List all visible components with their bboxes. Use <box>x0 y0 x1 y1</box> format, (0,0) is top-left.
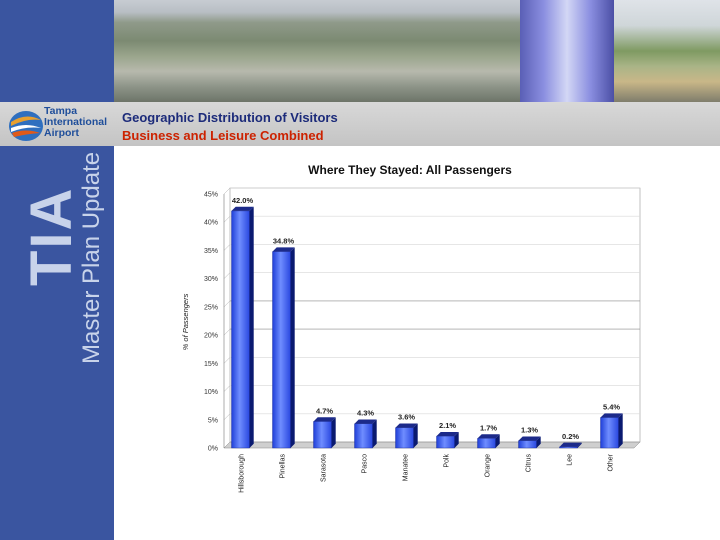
bar-side <box>331 417 336 448</box>
bar-side <box>372 419 377 448</box>
gridline-diag <box>223 300 231 308</box>
photo-banner <box>114 0 720 102</box>
data-label: 3.6% <box>398 413 415 422</box>
gridline-diag <box>223 187 231 195</box>
y-axis-label: % of Passengers <box>181 293 190 350</box>
data-label: 1.7% <box>480 423 497 432</box>
bar <box>354 423 373 449</box>
y-tick-label: 45% <box>204 192 218 199</box>
gridline-diag <box>223 328 231 336</box>
page-title: Geographic Distribution of Visitors <box>122 110 338 125</box>
sidebar-top-panel <box>0 0 114 102</box>
bar <box>518 440 537 449</box>
bar-side <box>290 247 295 448</box>
data-label: 0.2% <box>562 432 579 441</box>
x-tick-label: Polk <box>444 454 451 468</box>
y-tick-label: 40% <box>204 220 218 227</box>
x-tick-label: Citrus <box>526 454 533 473</box>
bar <box>231 210 250 449</box>
y-tick-label: 5% <box>208 417 218 424</box>
bar <box>395 427 414 449</box>
header-strip <box>0 102 720 146</box>
bar-top <box>395 423 418 428</box>
bar-side <box>495 434 500 448</box>
bar-top <box>436 431 459 437</box>
logo-swirl-icon <box>9 111 43 141</box>
logo-line: Airport <box>44 127 79 139</box>
bar-top <box>313 417 336 422</box>
y-tick-label: 20% <box>204 333 218 340</box>
x-tick-label: Hillsborough <box>239 454 246 493</box>
y-tick-label: 35% <box>204 248 218 255</box>
bar <box>477 438 496 449</box>
data-label: 1.3% <box>521 426 538 435</box>
bar-top <box>518 436 541 441</box>
bar <box>313 421 332 449</box>
bar-side <box>413 423 418 448</box>
data-label: 2.1% <box>439 421 456 430</box>
logo-line: International <box>44 116 108 128</box>
gridline-diag <box>223 272 231 279</box>
x-tick-label: Other <box>608 453 615 471</box>
airport-logo <box>0 102 114 146</box>
y-tick-label: 10% <box>204 389 218 396</box>
concourse-photo <box>520 0 614 102</box>
logo-line: Tampa <box>44 105 78 117</box>
bar-side <box>249 206 254 448</box>
bar-chart: Where They Stayed: All Passengers % of P… <box>181 163 641 493</box>
data-label: 5.4% <box>603 403 620 412</box>
bar-top <box>477 434 500 439</box>
sidebar <box>0 146 114 540</box>
y-tick-label: 15% <box>204 361 218 368</box>
x-tick-label: Lee <box>567 454 574 466</box>
data-label: 34.8% <box>273 237 295 246</box>
bar-top <box>354 419 377 424</box>
data-label: 42.0% <box>232 196 254 205</box>
x-tick-label: Sarasota <box>321 454 328 482</box>
bar-side <box>577 442 582 448</box>
logo-wordmark: Tampa International Airport <box>44 106 107 139</box>
terminal-photo <box>614 0 720 102</box>
x-tick-label: Orange <box>485 454 492 477</box>
data-label: 4.3% <box>357 409 374 418</box>
bar-side <box>454 431 459 448</box>
x-tick-label: Pinellas <box>280 454 287 479</box>
x-tick-label: Pasco <box>362 454 369 474</box>
gridline-diag <box>223 413 231 420</box>
bar-side <box>536 436 541 448</box>
bar-top <box>272 247 295 252</box>
plot-area: 0% 5% 10% 15% 20% 25% 30% 35% 40% 45% 42.0% Hillsbo… <box>204 187 641 493</box>
bar-side <box>618 413 623 448</box>
airport-aerial-photo <box>114 0 520 102</box>
brand-tia: TIA <box>19 186 84 286</box>
chart-title: Where They Stayed: All Passengers <box>308 163 512 177</box>
gridline-diag <box>223 385 231 392</box>
bar-top <box>600 413 623 418</box>
brand-tagline: Master Plan Update <box>78 151 105 364</box>
bar-top <box>231 206 254 211</box>
y-tick-label: 30% <box>204 276 218 283</box>
gridline-diag <box>223 216 231 223</box>
bar <box>600 417 619 449</box>
data-label: 4.7% <box>316 406 333 415</box>
page-subtitle: Business and Leisure Combined <box>122 128 324 143</box>
bar-top <box>559 442 582 447</box>
bar <box>559 446 578 449</box>
bar <box>272 251 291 449</box>
bar <box>436 435 455 449</box>
x-tick-label: Manatee <box>403 454 410 481</box>
gridline-diag <box>223 244 231 251</box>
y-tick-label: 0% <box>208 446 218 453</box>
y-tick-label: 25% <box>204 304 218 311</box>
gridline-diag <box>223 357 231 364</box>
